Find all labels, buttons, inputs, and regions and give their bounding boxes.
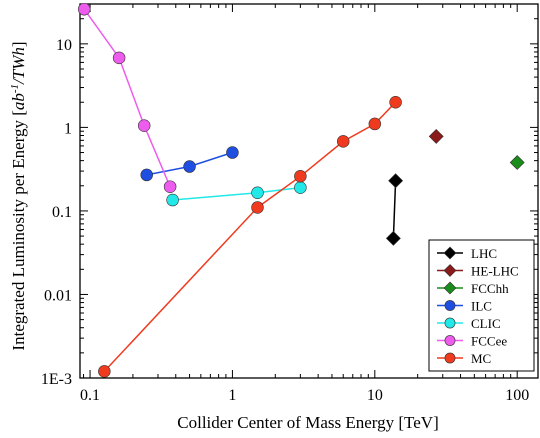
y-axis-label-main: Integrated Luminosity per Energy [ — [9, 110, 28, 351]
series-layer — [77, 2, 525, 378]
y-tick-label: 10 — [56, 37, 72, 54]
data-point-mc — [251, 201, 264, 214]
legend-label-fccee: FCCee — [471, 334, 507, 349]
data-point-clic — [166, 193, 179, 207]
legend-marker-fccee — [444, 335, 456, 346]
x-axis-label: Collider Center of Mass Energy [TeV] — [177, 413, 438, 432]
plot-frame — [79, 3, 539, 379]
legend-marker-mc — [444, 352, 456, 364]
y-axis-label-unit: ab — [9, 93, 28, 110]
data-point-fccee — [112, 51, 126, 65]
legend: LHC HE-LHC FCChh ILC CLIC FCCee MC — [428, 239, 535, 372]
data-point-mc — [368, 117, 382, 131]
legend-label-he-lhc: HE-LHC — [471, 264, 519, 279]
x-tick-label: 1 — [228, 387, 236, 404]
y-axis-label-unit-denominator: /TWh — [9, 47, 28, 85]
data-point-lhc — [388, 173, 404, 189]
series-clic — [166, 181, 307, 207]
data-point-fcchh — [509, 155, 525, 170]
legend-label-ilc: ILC — [471, 299, 492, 314]
legend-label-clic: CLIC — [471, 316, 501, 331]
legend-marker-fcchh — [443, 281, 457, 295]
series-line-fccee — [83, 8, 171, 187]
data-point-ilc — [140, 168, 153, 182]
series-lhc — [385, 173, 404, 246]
data-point-mc — [389, 95, 402, 109]
data-point-fccee — [77, 2, 91, 16]
y-tick-label: 0.01 — [44, 287, 72, 304]
data-point-ilc — [226, 146, 239, 159]
data-point-he-lhc — [428, 128, 444, 144]
y-tick-label: 1E-3 — [41, 371, 72, 388]
series-ilc — [140, 146, 239, 182]
series-fccee — [77, 2, 177, 193]
y-axis-label: Integrated Luminosity per Energy [ab-1/T… — [9, 41, 28, 350]
data-point-fccee — [163, 180, 177, 193]
y-axis-label-close: ] — [9, 41, 28, 47]
legend-marker-lhc — [443, 246, 457, 260]
legend-marker-clic — [444, 317, 456, 329]
series-fcchh — [509, 155, 525, 170]
y-tick-label: 1 — [64, 120, 72, 137]
series-line-mc — [103, 101, 397, 372]
y-axis-label-unit-exponent: -1 — [9, 84, 21, 93]
series-he-lhc — [428, 128, 444, 144]
data-point-mc — [98, 365, 111, 378]
data-point-clic — [251, 186, 264, 200]
legend-label-fcchh: FCChh — [471, 281, 509, 296]
x-tick-label: 0.1 — [80, 387, 100, 404]
legend-label-mc: MC — [471, 351, 491, 366]
series-mc — [98, 95, 402, 378]
data-point-ilc — [183, 160, 196, 173]
data-point-mc — [294, 170, 307, 183]
series-line-lhc — [392, 180, 397, 239]
data-point-fccee — [137, 119, 151, 132]
y-tick-label: 0.1 — [52, 204, 72, 221]
data-point-lhc — [385, 230, 401, 246]
x-tick-label: 10 — [367, 387, 383, 404]
legend-marker-ilc — [444, 300, 456, 311]
axes: 0.1 1 10 100 1E-3 0.01 0.1 1 10 — [41, 3, 539, 404]
legend-marker-he-lhc — [443, 264, 457, 277]
data-point-clic — [294, 181, 307, 194]
x-tick-label: 100 — [505, 387, 529, 404]
legend-label-lhc: LHC — [471, 246, 497, 261]
data-point-mc — [336, 135, 350, 148]
